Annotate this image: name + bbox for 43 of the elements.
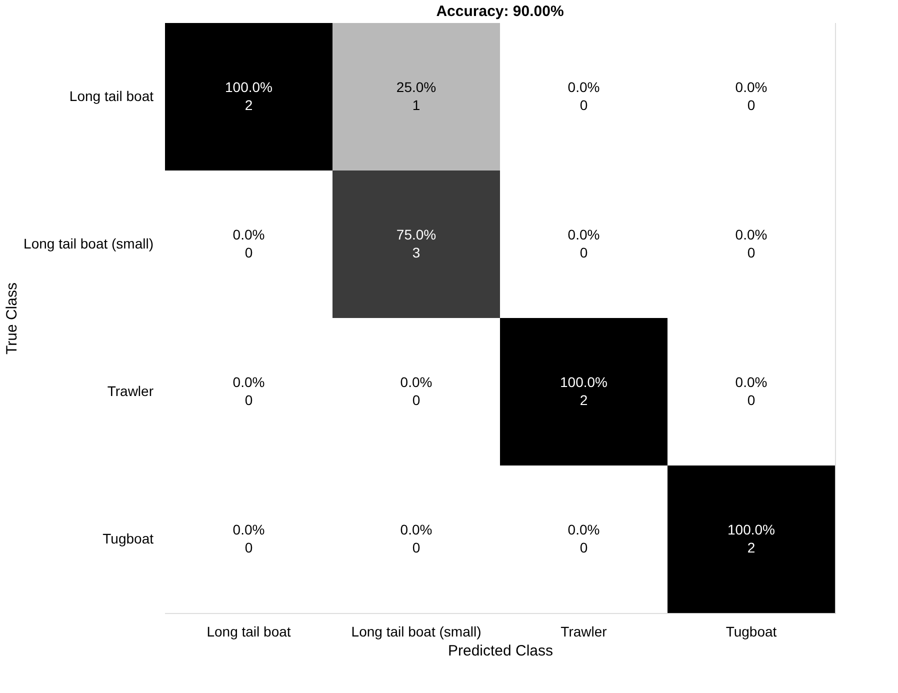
annotation: 2 bbox=[244, 96, 253, 113]
data-label: 0.0% bbox=[568, 226, 600, 242]
data-label: 0.0% bbox=[400, 374, 432, 390]
x-tick-label: Long tail boat (small) bbox=[351, 624, 482, 640]
data-label: 75.0% bbox=[396, 226, 436, 242]
data-label: 0.0% bbox=[735, 374, 768, 390]
annotation: 0 bbox=[580, 539, 588, 556]
data-label: 0.0% bbox=[400, 521, 432, 538]
annotation: 0 bbox=[747, 96, 756, 113]
annotation: 0 bbox=[412, 392, 420, 408]
annotation: 2 bbox=[580, 392, 588, 408]
x-axis-title: Predicted Class bbox=[448, 642, 554, 660]
y-tick-label: Trawler bbox=[107, 382, 154, 399]
data-label: 100.0% bbox=[728, 521, 775, 538]
data-label: 0.0% bbox=[735, 226, 768, 242]
data-label: 0.0% bbox=[568, 521, 600, 538]
annotation: 1 bbox=[412, 96, 420, 113]
y-tick-label: Long tail boat (small) bbox=[24, 235, 154, 252]
x-tick-label: Tugboat bbox=[726, 624, 777, 640]
annotation: 0 bbox=[580, 96, 588, 113]
annotation: 0 bbox=[412, 539, 420, 556]
data-label: 0.0% bbox=[568, 78, 600, 95]
data-label: 0.0% bbox=[232, 521, 265, 538]
annotation: 0 bbox=[580, 244, 588, 260]
x-tick-label: Trawler bbox=[560, 624, 608, 640]
annotation: 0 bbox=[747, 392, 756, 408]
annotation: 2 bbox=[747, 539, 756, 556]
chart-title: Accuracy: 90.00% bbox=[436, 3, 564, 20]
data-label: 0.0% bbox=[735, 78, 768, 95]
y-tick-label: Long tail boat bbox=[69, 88, 154, 104]
y-tick-label: Tugboat bbox=[102, 530, 154, 546]
data-label: 100.0% bbox=[560, 374, 608, 390]
y-axis-title: True Class bbox=[4, 282, 21, 354]
data-label: 0.0% bbox=[232, 226, 265, 242]
data-label: 0.0% bbox=[232, 374, 265, 390]
annotation: 3 bbox=[412, 244, 420, 260]
data-label: 100.0% bbox=[225, 78, 272, 95]
data-label: 25.0% bbox=[396, 78, 436, 95]
annotation: 0 bbox=[244, 539, 253, 556]
x-tick-label: Long tail boat bbox=[206, 624, 291, 640]
annotation: 0 bbox=[244, 392, 253, 408]
annotation: 0 bbox=[244, 244, 253, 260]
annotation: 0 bbox=[747, 244, 756, 260]
